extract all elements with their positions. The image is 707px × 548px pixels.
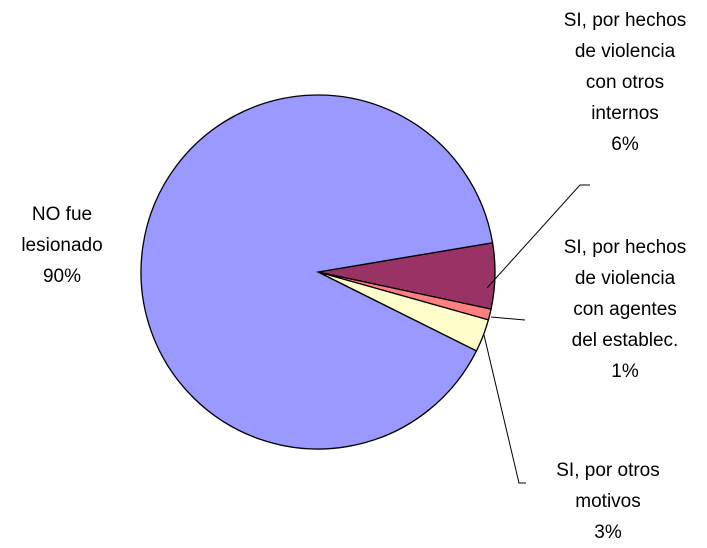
leader-line bbox=[483, 334, 526, 484]
value-label: 6% bbox=[611, 133, 639, 155]
category-label: SI, por hechos de violencia con otros in… bbox=[563, 9, 687, 124]
slice-label: SI, por hechos de violencia con agentes … bbox=[564, 232, 687, 387]
slice-label: NO fue lesionado 90% bbox=[1, 199, 124, 292]
value-label: 3% bbox=[594, 521, 622, 543]
slice-label: SI, por otros motivos 3% bbox=[547, 455, 670, 548]
value-label: 90% bbox=[42, 265, 82, 287]
pie-slice bbox=[140, 94, 494, 450]
category-label: NO fue lesionado bbox=[21, 203, 103, 256]
category-label: SI, por otros motivos bbox=[556, 459, 660, 512]
value-label: 1% bbox=[611, 360, 639, 382]
pie bbox=[140, 94, 496, 450]
leader-line bbox=[486, 184, 590, 289]
leader-line bbox=[490, 316, 526, 321]
category-label: SI, por hechos de violencia con agentes … bbox=[563, 236, 687, 351]
slice-label: SI, por hechos de violencia con otros in… bbox=[564, 5, 687, 160]
